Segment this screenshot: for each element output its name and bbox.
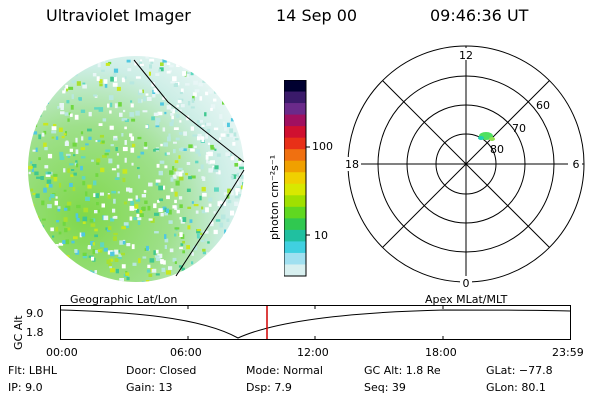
colorbar-cell <box>284 80 306 93</box>
timeline-left-label: Geographic Lat/Lon <box>70 293 178 306</box>
timeline-x-tick-0600: 06:00 <box>170 346 202 359</box>
app-title: Ultraviolet Imager <box>46 6 191 25</box>
status-flt: Flt: LBHL <box>8 364 57 377</box>
status-gain: Gain: 13 <box>126 381 173 394</box>
auroral-image <box>28 56 245 282</box>
mlt-label-18: 18 <box>345 158 359 171</box>
polar-diagonal-2 <box>382 80 550 248</box>
time-label: 09:46:36 UT <box>430 6 529 25</box>
colorbar-cell <box>284 218 306 231</box>
polar-aurora-patch <box>478 132 495 141</box>
status-seq: Seq: 39 <box>364 381 406 394</box>
colorbar-unit-label: photon cm⁻²s⁻¹ <box>268 154 281 240</box>
lat-label-60: 60 <box>536 99 550 112</box>
colorbar-cell <box>284 91 306 104</box>
colorbar-cell <box>284 149 306 162</box>
colorbar-tick-10: 10 <box>314 229 328 242</box>
timeline-y-tick-9: 9.0 <box>26 307 44 320</box>
mlt-label-6: 6 <box>573 158 580 171</box>
status-glon: GLon: 80.1 <box>486 381 546 394</box>
mlt-label-0: 0 <box>463 277 470 290</box>
colorbar-cell <box>284 252 306 266</box>
date-label: 14 Sep 00 <box>276 6 358 25</box>
colorbar-cell <box>284 172 306 185</box>
colorbar-cell <box>284 264 306 277</box>
colorbar-cell <box>284 103 306 116</box>
mlt-label-12: 12 <box>459 49 473 62</box>
timeline-y-tick-1-8: 1.8 <box>26 326 44 339</box>
colorbar-tick-100: 100 <box>312 140 333 153</box>
status-mode: Mode: Normal <box>246 364 323 377</box>
terminator-line <box>133 59 245 163</box>
altitude-curve <box>60 309 571 339</box>
timeline-right-label: Apex MLat/MLT <box>425 293 508 306</box>
lat-label-70: 70 <box>512 122 526 135</box>
colorbar-cell <box>284 114 306 127</box>
colorbar-cell <box>284 241 306 254</box>
timeline-x-tick-0000: 00:00 <box>46 346 78 359</box>
timeline-x-tick-1200: 12:00 <box>297 346 329 359</box>
status-gc-alt: GC Alt: 1.8 Re <box>364 364 441 377</box>
status-ip: IP: 9.0 <box>8 381 43 394</box>
colorbar-cell <box>284 195 306 208</box>
colorbar-cell <box>284 160 306 173</box>
colorbar <box>284 80 310 277</box>
altitude-timeline <box>60 305 571 340</box>
colorbar-cell <box>284 126 306 139</box>
colorbar-cell <box>284 137 306 150</box>
colorbar-cell <box>284 229 306 243</box>
lat-label-80: 80 <box>490 143 504 156</box>
timeline-y-axis-label: GC Alt <box>12 315 25 350</box>
colorbar-cell <box>284 206 306 219</box>
colorbar-cell <box>284 183 306 196</box>
timeline-x-tick-2359: 23:59 <box>552 346 584 359</box>
status-glat: GLat: −77.8 <box>486 364 553 377</box>
timeline-x-tick-1800: 18:00 <box>425 346 457 359</box>
boundary-line <box>175 169 245 277</box>
polar-plot: 12 18 6 0 60 70 80 <box>341 45 585 290</box>
status-dsp: Dsp: 7.9 <box>246 381 292 394</box>
status-door: Door: Closed <box>126 364 197 377</box>
